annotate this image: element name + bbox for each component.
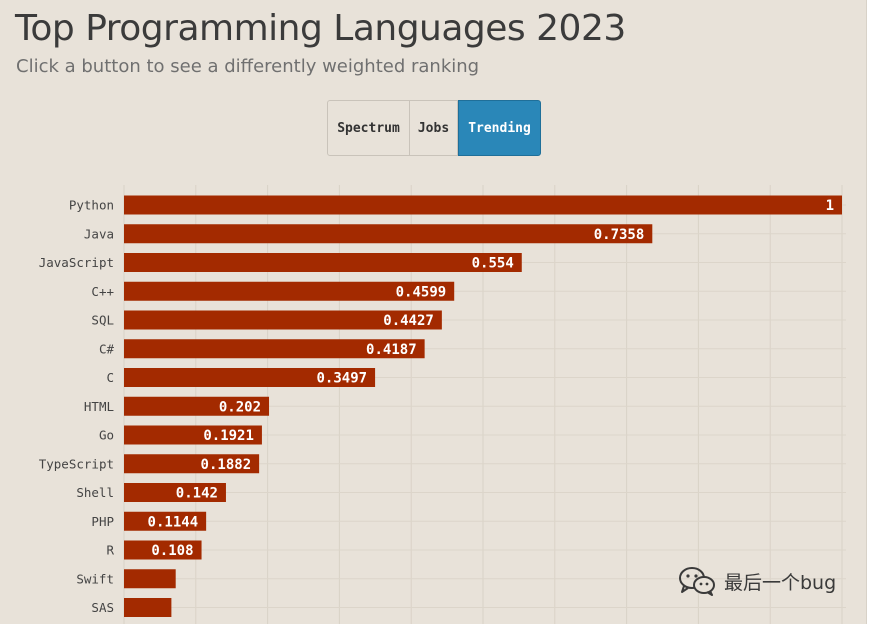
category-label: Go [99, 428, 114, 443]
data-label: 0.4427 [383, 313, 434, 329]
spectrum-button[interactable]: Spectrum [327, 100, 410, 156]
bar[interactable] [124, 195, 842, 215]
data-label: 0.7358 [594, 227, 645, 243]
bar[interactable] [124, 224, 653, 244]
bar[interactable] [124, 540, 202, 560]
data-label: 1 [826, 198, 834, 214]
bar[interactable] [124, 483, 226, 502]
category-label: R [106, 543, 114, 558]
page-edge [866, 0, 880, 624]
category-label: C [106, 370, 114, 385]
wechat-icon [679, 567, 715, 596]
watermark: 最后一个bug [678, 566, 836, 596]
category-label: Java [84, 226, 114, 241]
bar[interactable] [124, 368, 376, 387]
bar[interactable] [124, 253, 522, 272]
bar[interactable] [124, 339, 425, 359]
bar[interactable] [124, 454, 260, 474]
data-label: 0.3497 [317, 371, 368, 387]
bar[interactable] [124, 281, 455, 301]
page-title: Top Programming Languages 2023 [15, 8, 626, 49]
watermark-text: 最后一个bug [724, 571, 837, 594]
data-label: 0.4187 [366, 342, 417, 358]
bar[interactable] [124, 425, 262, 445]
data-label: 0.108 [151, 543, 193, 559]
bar[interactable] [124, 511, 207, 531]
bar[interactable] [124, 396, 270, 416]
category-label: JavaScript [39, 255, 114, 270]
category-label: Python [69, 198, 114, 213]
data-label: 0.4599 [396, 284, 447, 300]
bar[interactable] [124, 310, 442, 330]
data-label: 0.142 [176, 486, 218, 502]
category-label: Shell [76, 485, 114, 500]
category-label: HTML [84, 399, 114, 414]
jobs-button[interactable]: Jobs [410, 100, 458, 156]
data-label: 0.202 [219, 399, 261, 415]
data-label: 0.554 [472, 256, 514, 272]
category-label: Swift [76, 571, 114, 586]
bar[interactable] [124, 598, 172, 617]
data-label: 0.1144 [148, 514, 199, 530]
bar[interactable] [124, 569, 176, 589]
category-label: SAS [91, 600, 114, 615]
page-subtitle: Click a button to see a differently weig… [16, 56, 480, 77]
category-label: TypeScript [39, 456, 114, 471]
category-label: PHP [91, 514, 114, 529]
data-label: 0.1921 [203, 428, 254, 444]
category-label: SQL [91, 313, 114, 328]
category-label: C++ [91, 284, 114, 299]
trending-button[interactable]: Trending [458, 100, 541, 156]
category-label: C# [99, 341, 115, 356]
data-label: 0.1882 [201, 457, 252, 473]
ranking-button-group: Spectrum Jobs Trending [327, 100, 541, 156]
